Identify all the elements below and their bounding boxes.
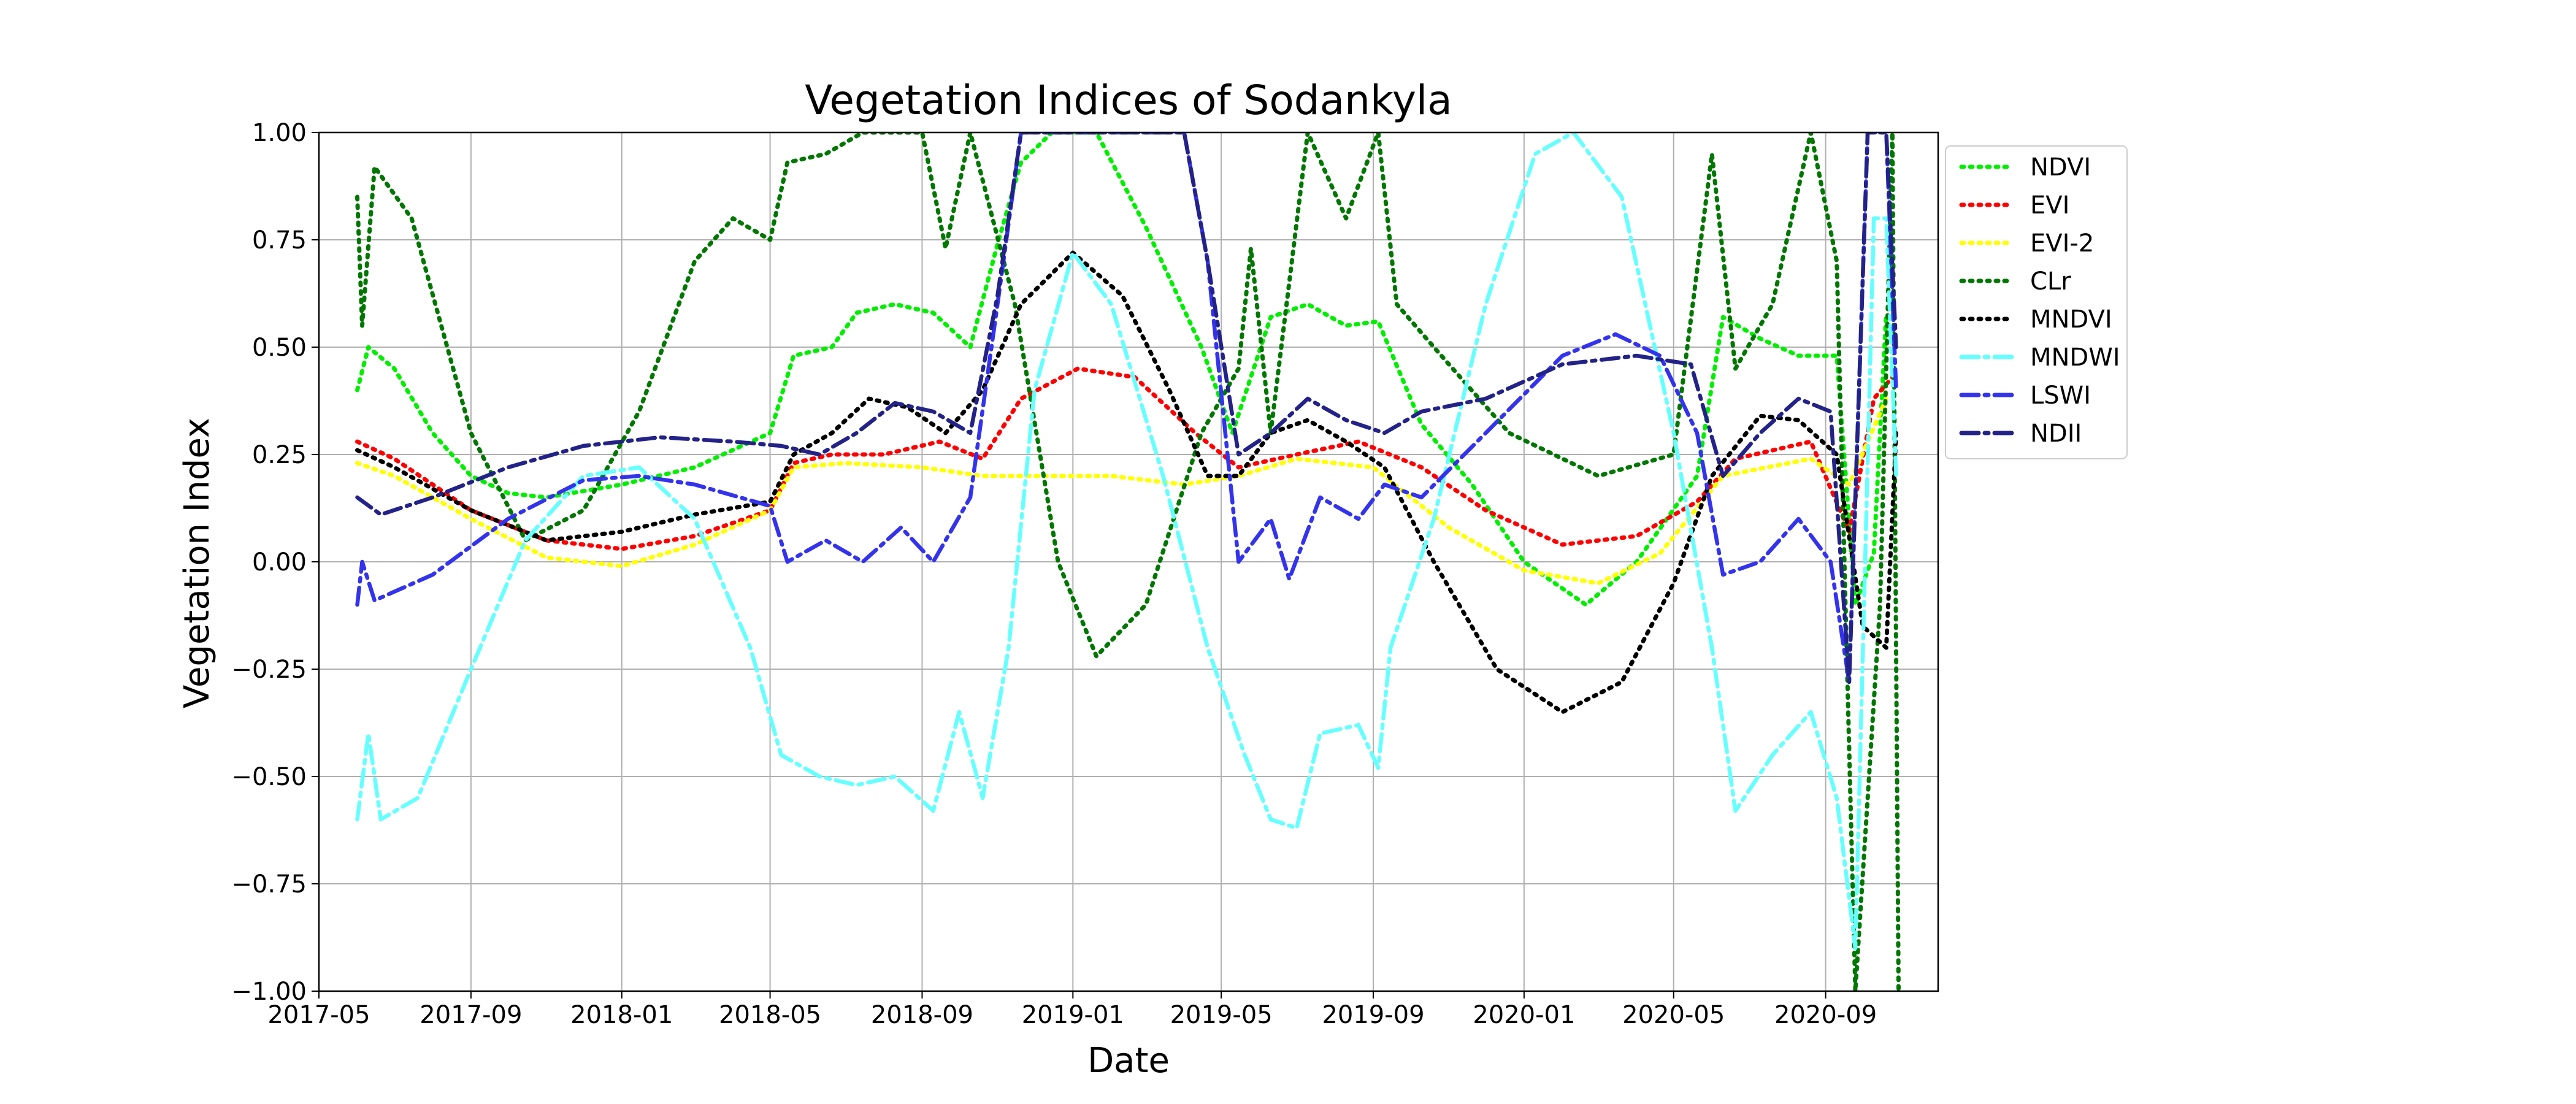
y-tick-label: −0.50 xyxy=(231,763,307,791)
y-tick-label: 0.00 xyxy=(252,548,307,577)
x-tick-label: 2018-05 xyxy=(719,1001,821,1029)
x-tick-label: 2017-09 xyxy=(420,1001,522,1029)
legend-label-mndvi: MNDVI xyxy=(2030,305,2112,334)
x-tick-label: 2020-01 xyxy=(1473,1001,1575,1029)
plot-frame xyxy=(318,131,1939,992)
legend-label-evi-2: EVI-2 xyxy=(2030,229,2094,258)
series-line-ndvi xyxy=(355,132,1888,607)
y-tick-label: 0.75 xyxy=(252,226,307,255)
series-layer xyxy=(355,132,1901,991)
x-tick-label: 2017-05 xyxy=(267,1001,370,1029)
x-tick-label: 2020-05 xyxy=(1622,1001,1725,1029)
series-line-ndii xyxy=(355,132,1898,684)
y-tick-label: −0.25 xyxy=(231,656,307,684)
legend-label-ndii: NDII xyxy=(2030,420,2082,448)
series-line-mndvi xyxy=(355,250,1898,715)
legend-label-lswi: LSWI xyxy=(2030,381,2091,410)
series-line-evi-2 xyxy=(355,396,1888,586)
legend-label-mndwi: MNDWI xyxy=(2030,343,2120,372)
legend-label-ndvi: NDVI xyxy=(2030,153,2091,182)
y-axis-title: Vegetation Index xyxy=(177,418,217,708)
legend-label-evi: EVI xyxy=(2030,191,2069,220)
x-axis-title: Date xyxy=(1087,1041,1170,1081)
series-line-mndwi xyxy=(355,132,1898,951)
chart-title: Vegetation Indices of Sodankyla xyxy=(805,77,1452,124)
x-tick-label: 2018-09 xyxy=(871,1001,973,1029)
y-tick-label: −1.00 xyxy=(231,978,307,1006)
x-tick-label: 2019-09 xyxy=(1322,1001,1424,1029)
y-tick-label: 0.50 xyxy=(252,334,307,362)
x-tick-label: 2019-05 xyxy=(1170,1001,1273,1029)
y-tick-label: 0.25 xyxy=(252,441,307,469)
legend-label-clr: CLr xyxy=(2030,267,2071,296)
y-tick-label: −0.75 xyxy=(231,870,307,899)
y-tick-label: 1.00 xyxy=(252,119,307,147)
legend-box xyxy=(1945,145,2128,459)
x-tick-label: 2019-01 xyxy=(1022,1001,1124,1029)
series-line-lswi xyxy=(355,132,1898,684)
axis-layer: 2017-05 2017-09 2018-01 2018-05 2018-09 2019-… xyxy=(231,119,1939,1029)
x-tick-label: 2020-09 xyxy=(1774,1001,1877,1029)
legend-layer: NDVI EVI EVI-2 CLr MNDVI MNDWI LSWI NDII xyxy=(1945,145,2128,459)
x-tick-label: 2018-01 xyxy=(570,1001,673,1029)
